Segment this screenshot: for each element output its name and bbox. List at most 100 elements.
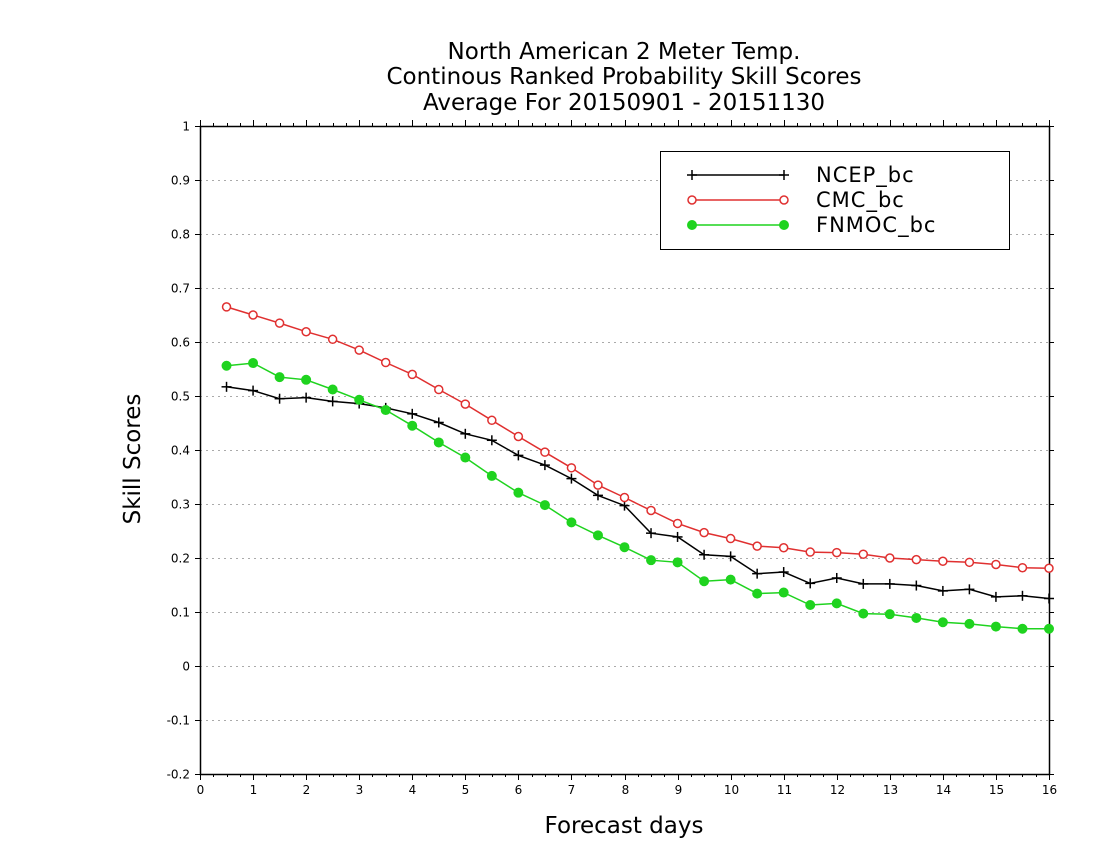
point-CMC_bc-5 <box>354 345 364 355</box>
title-line-3: Average For 20150901 - 20151130 <box>423 90 825 116</box>
point-CMC_bc-0 <box>221 302 232 312</box>
y-tick-label-8: 0.6 <box>171 336 190 350</box>
point-CMC_bc-25 <box>885 553 895 563</box>
y-tick-label-0: -0.2 <box>167 768 190 782</box>
point-CMC_bc-27 <box>938 556 948 566</box>
point-NCEP_bc-20 <box>752 568 763 579</box>
series-line-CMC_bc <box>226 306 1050 570</box>
y-tick-label-10: 0.8 <box>171 228 190 242</box>
point-NCEP_bc-22 <box>805 578 816 589</box>
x-tick-label-0: 0 <box>197 783 205 797</box>
point-CMC_bc-10 <box>487 415 497 426</box>
point-FNMOC_bc-18 <box>699 576 710 587</box>
point-FNMOC_bc-14 <box>592 530 603 541</box>
point-CMC_bc-17 <box>672 518 683 529</box>
point-FNMOC_bc-4 <box>327 384 338 395</box>
point-NCEP_bc-17 <box>672 531 683 542</box>
y-axis-ticks: -0.2 -0.1 0 0.1 0.2 0.3 0.4 0.5 0.6 0.7 0.8 0.9 1 <box>167 120 1054 782</box>
series-FNMOC_bc <box>221 358 1054 634</box>
point-NCEP_bc-31 <box>1044 593 1054 604</box>
point-CMC_bc-19 <box>725 533 736 544</box>
point-NCEP_bc-0 <box>221 381 232 392</box>
point-CMC_bc-20 <box>752 541 762 551</box>
point-NCEP_bc-15 <box>619 500 630 511</box>
series-layer <box>221 302 1054 634</box>
point-FNMOC_bc-10 <box>486 470 497 481</box>
point-NCEP_bc-11 <box>513 450 524 461</box>
point-NCEP_bc-1 <box>248 385 259 396</box>
x-tick-label-11: 11 <box>777 783 792 797</box>
point-FNMOC_bc-25 <box>884 609 895 620</box>
point-CMC_bc-31 <box>1044 563 1054 574</box>
point-NCEP_bc-23 <box>831 572 842 583</box>
point-FNMOC_bc-7 <box>407 420 418 431</box>
y-tick-label-3: 0.1 <box>171 606 190 620</box>
point-CMC_bc-15 <box>619 492 630 503</box>
point-NCEP_bc-25 <box>884 578 895 589</box>
point-NCEP_bc-8 <box>433 417 444 428</box>
point-FNMOC_bc-5 <box>354 394 365 405</box>
x-tick-label-15: 15 <box>989 783 1004 797</box>
point-NCEP_bc-19 <box>725 551 736 562</box>
point-CMC_bc-22 <box>805 547 815 557</box>
point-FNMOC_bc-13 <box>566 517 577 528</box>
y-tick-label-12: 1 <box>182 120 190 134</box>
point-FNMOC_bc-12 <box>539 500 550 511</box>
x-tick-label-14: 14 <box>936 783 951 797</box>
series-line-NCEP_bc <box>226 386 1050 600</box>
legend-marker-end-CMC_bc <box>779 195 789 205</box>
legend-marker-start-FNMOC_bc <box>687 220 697 230</box>
point-FNMOC_bc-0 <box>221 360 232 371</box>
point-NCEP_bc-4 <box>327 396 338 407</box>
point-FNMOC_bc-22 <box>805 599 816 610</box>
point-CMC_bc-4 <box>327 334 338 345</box>
point-NCEP_bc-27 <box>937 585 948 596</box>
point-FNMOC_bc-28 <box>964 618 975 629</box>
point-CMC_bc-3 <box>301 326 311 337</box>
x-tick-label-4: 4 <box>409 783 417 797</box>
point-CMC_bc-1 <box>248 310 258 320</box>
point-NCEP_bc-24 <box>858 578 869 589</box>
x-tick-label-5: 5 <box>462 783 470 797</box>
point-NCEP_bc-2 <box>274 393 285 404</box>
y-tick-label-6: 0.4 <box>171 444 190 458</box>
x-tick-label-10: 10 <box>724 783 739 797</box>
x-tick-label-2: 2 <box>303 783 311 797</box>
point-FNMOC_bc-24 <box>858 608 869 619</box>
y-tick-label-7: 0.5 <box>171 390 190 404</box>
x-tick-label-12: 12 <box>830 783 845 797</box>
point-NCEP_bc-3 <box>301 392 312 403</box>
x-tick-label-8: 8 <box>622 783 630 797</box>
point-FNMOC_bc-19 <box>725 574 736 585</box>
point-CMC_bc-29 <box>991 559 1001 570</box>
point-NCEP_bc-9 <box>460 428 471 439</box>
legend-label-NCEP_bc: NCEP_bc <box>816 163 915 188</box>
legend-marker-start-NCEP_bc <box>687 170 697 180</box>
point-FNMOC_bc-6 <box>380 405 391 416</box>
x-axis-ticks: 0 1 2 3 4 5 6 7 8 9 10 11 12 13 14 15 16 <box>197 120 1057 797</box>
x-tick-label-7: 7 <box>568 783 576 797</box>
point-CMC_bc-18 <box>699 527 709 538</box>
point-NCEP_bc-21 <box>778 567 789 578</box>
point-CMC_bc-11 <box>513 431 524 442</box>
point-FNMOC_bc-29 <box>990 621 1001 632</box>
point-FNMOC_bc-3 <box>301 374 312 385</box>
point-NCEP_bc-26 <box>911 580 922 591</box>
y-tick-label-5: 0.3 <box>171 498 190 512</box>
point-CMC_bc-24 <box>858 549 869 559</box>
point-FNMOC_bc-30 <box>1017 623 1028 634</box>
legend-label-FNMOC_bc: FNMOC_bc <box>816 213 936 238</box>
point-FNMOC_bc-31 <box>1044 623 1054 634</box>
point-CMC_bc-8 <box>434 384 444 395</box>
point-FNMOC_bc-21 <box>778 587 789 598</box>
point-CMC_bc-7 <box>407 369 417 380</box>
point-CMC_bc-13 <box>566 463 577 473</box>
point-FNMOC_bc-2 <box>274 372 285 383</box>
point-FNMOC_bc-23 <box>831 598 842 609</box>
chart-title: North American 2 Meter Temp. Continous R… <box>386 39 861 116</box>
y-axis-label: Skill Scores <box>120 394 146 525</box>
point-FNMOC_bc-1 <box>248 358 259 369</box>
point-CMC_bc-26 <box>911 554 922 565</box>
